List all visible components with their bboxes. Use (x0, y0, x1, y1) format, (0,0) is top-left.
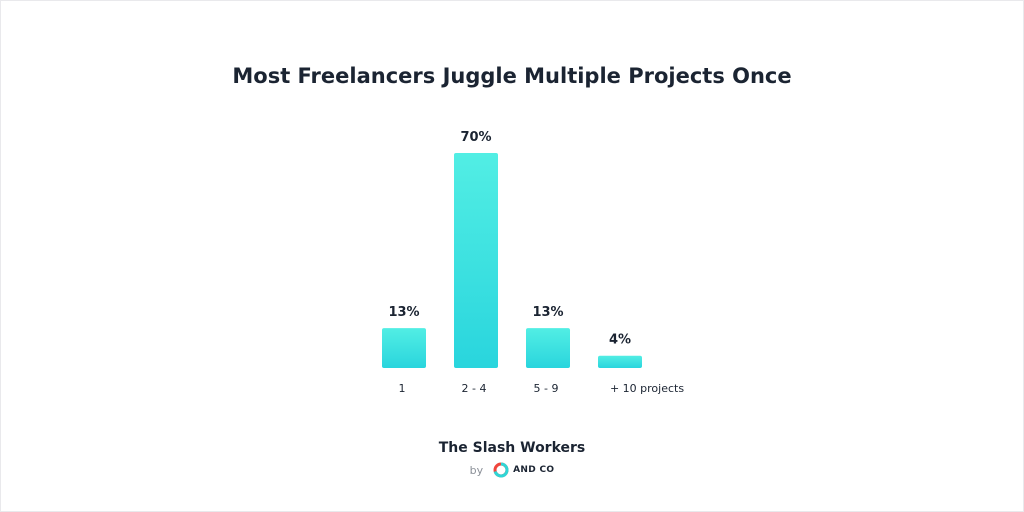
value-label-3: 13% (532, 305, 563, 320)
byline: by AND CO (0, 462, 1024, 478)
category-label-2: 2 - 4 (462, 382, 487, 395)
value-label-2: 70% (460, 130, 491, 145)
brand-name: The Slash Workers (438, 440, 586, 456)
category-label-1: 1 (399, 382, 406, 395)
andco-logo-text: AND CO (513, 465, 555, 475)
by-text: by (469, 463, 484, 477)
chart-title: Most Freelancers Juggle Multiple Project… (232, 64, 792, 88)
bar-2 (454, 153, 498, 368)
value-label-4: 4% (609, 333, 631, 348)
bar-4 (598, 355, 642, 368)
value-label-1: 13% (388, 305, 419, 320)
bar-1 (382, 328, 426, 368)
bar-3 (526, 328, 570, 368)
andco-logo: AND CO (493, 462, 554, 478)
category-label-3: 5 - 9 (534, 382, 559, 395)
andco-logo-icon (493, 462, 509, 478)
category-label-4: + 10 projects (610, 382, 684, 395)
